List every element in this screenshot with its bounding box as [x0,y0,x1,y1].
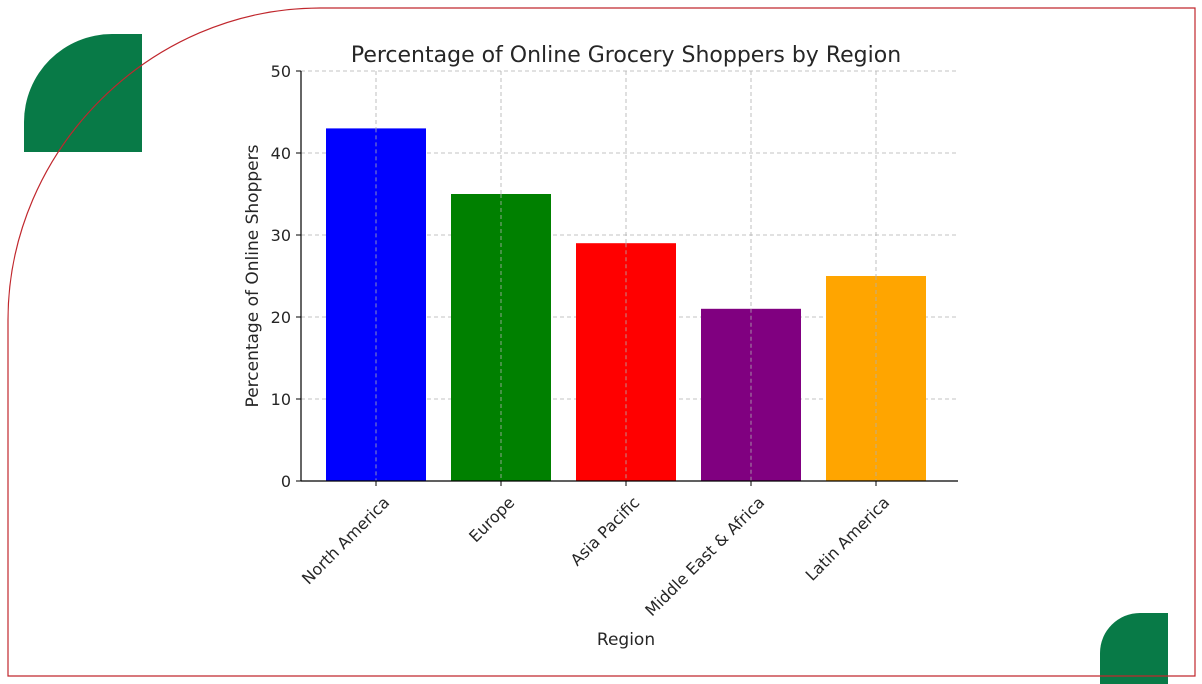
x-tick-label: North America [298,493,393,588]
y-axis-ticks: 0 10 20 30 40 50 [271,62,301,491]
decorative-frame-border [7,7,1196,677]
y-tick-label: 30 [271,226,291,245]
y-tick-label: 0 [281,472,291,491]
y-tick-label: 50 [271,62,291,81]
accent-shape-bottom-right [1100,613,1168,684]
x-tick-label: Asia Pacific [567,493,644,570]
x-tick-label: Latin America [802,493,894,585]
axes [300,71,958,482]
y-tick-label: 20 [271,308,291,327]
y-tick-label: 40 [271,144,291,163]
x-axis-label: Region [597,630,655,650]
bars [326,128,926,481]
y-tick-label: 10 [271,390,291,409]
chart-title: Percentage of Online Grocery Shoppers by… [351,43,901,68]
x-tick-label: Europe [465,493,518,546]
y-axis-label: Percentage of Online Shoppers [243,144,263,407]
x-tick-label: Middle East & Africa [641,493,768,620]
